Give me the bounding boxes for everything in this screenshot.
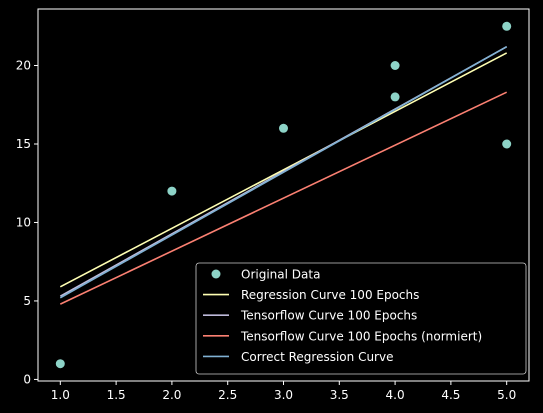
- series-line-4: [59, 46, 508, 299]
- data-point: [167, 186, 177, 196]
- x-tick-label: 1.0: [51, 388, 70, 402]
- y-tick-label: 15: [16, 137, 31, 151]
- legend-label: Regression Curve 100 Epochs: [241, 288, 419, 302]
- x-tick-label: 2.0: [162, 388, 181, 402]
- legend-marker-original-data: [211, 269, 221, 279]
- x-tick-label: 4.0: [386, 388, 405, 402]
- series-line-1: [59, 52, 508, 288]
- legend-label: Correct Regression Curve: [241, 350, 393, 364]
- x-tick-label: 4.5: [441, 388, 460, 402]
- series-line-3: [59, 91, 508, 305]
- legend-label: Tensorflow Curve 100 Epochs (normiert): [240, 329, 482, 343]
- x-tick-label: 3.0: [274, 388, 293, 402]
- data-point: [279, 123, 288, 133]
- data-point: [55, 359, 65, 369]
- x-tick-label: 1.5: [107, 388, 126, 402]
- legend-label: Tensorflow Curve 100 Epochs: [240, 309, 417, 323]
- legend-label: Original Data: [241, 268, 320, 282]
- y-tick-label: 0: [23, 372, 31, 386]
- data-point: [390, 61, 400, 70]
- data-point: [502, 139, 512, 149]
- axes: 1.0 1.5 2.0 2.5 3.0 3.5 4.0 4.5 5.0 0 5 10 15 20: [16, 8, 530, 402]
- x-tick-label: 3.5: [330, 388, 349, 402]
- data-point: [502, 21, 512, 31]
- y-tick-label: 5: [23, 294, 31, 308]
- y-tick-label: 10: [16, 215, 31, 229]
- legend-box: [195, 262, 527, 375]
- legend: Original Data Regression Curve 100 Epochs…: [195, 262, 527, 375]
- y-tick-label: 20: [16, 59, 31, 73]
- x-tick-label: 5.0: [497, 388, 516, 402]
- x-tick-label: 2.5: [218, 388, 237, 402]
- data-point: [390, 92, 400, 102]
- plot-area: [55, 21, 512, 369]
